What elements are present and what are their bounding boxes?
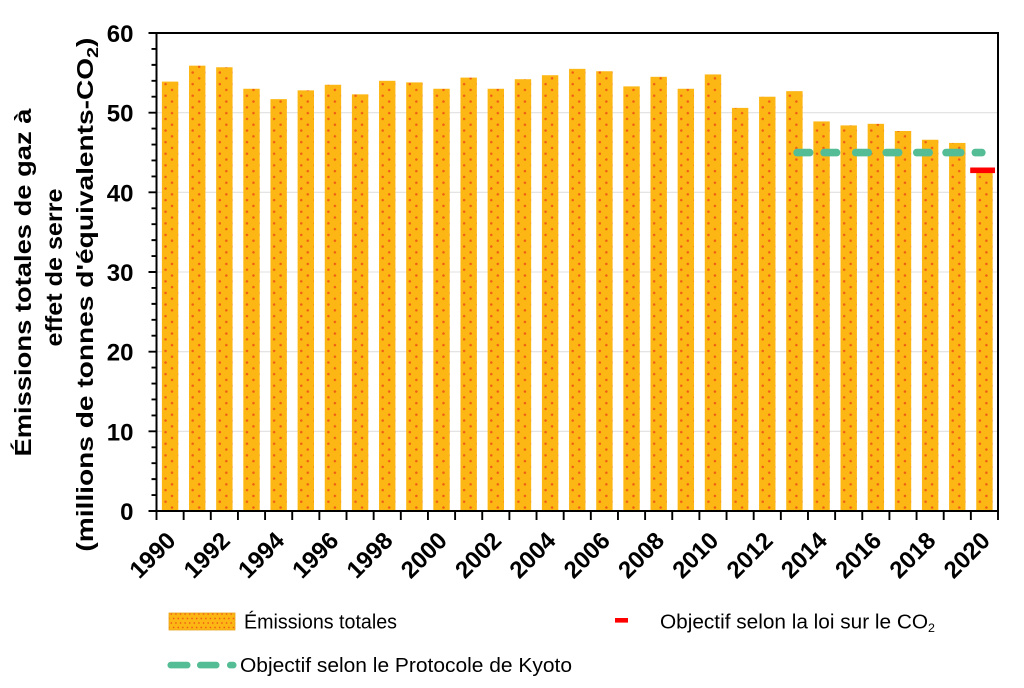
svg-text:10: 10 <box>107 419 134 446</box>
svg-text:60: 60 <box>107 21 134 48</box>
svg-text:effet de serre: effet de serre <box>41 189 67 347</box>
svg-text:Objectif selon la loi sur le C: Objectif selon la loi sur le CO 2 <box>660 612 935 636</box>
svg-text:Émissions totales: Émissions totales <box>244 611 397 634</box>
svg-text:0: 0 <box>120 499 133 526</box>
svg-text:(millions de tonnes d'équivale: (millions de tonnes d'équivalents-CO2) <box>72 38 102 552</box>
svg-text:40: 40 <box>107 180 134 207</box>
svg-text:50: 50 <box>107 101 134 128</box>
svg-text:Objectif selon le Protocole de: Objectif selon le Protocole de Kyoto <box>240 655 572 677</box>
svg-text:30: 30 <box>107 260 134 287</box>
svg-text:20: 20 <box>107 340 134 367</box>
svg-text:Émissions totales de gaz à: Émissions totales de gaz à <box>9 108 36 456</box>
